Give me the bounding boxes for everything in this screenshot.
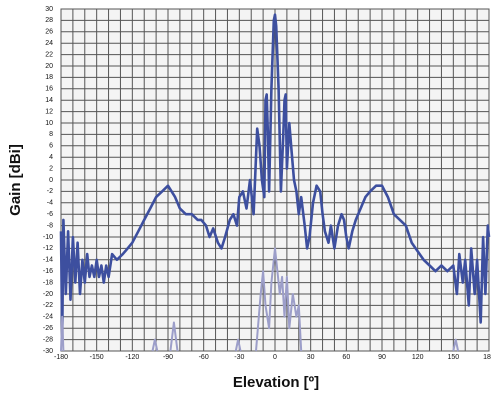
x-tick-label: -150 <box>90 354 104 361</box>
y-tick-label: 12 <box>45 108 53 115</box>
x-tick-label: 180 <box>483 354 491 361</box>
y-tick-label: -16 <box>43 268 53 275</box>
y-tick-label: 8 <box>49 131 53 138</box>
series-line <box>60 247 460 352</box>
y-tick-label: -2 <box>47 188 53 195</box>
y-tick-label: -14 <box>43 257 53 264</box>
y-tick-label: 4 <box>49 154 53 161</box>
series-line <box>59 13 491 341</box>
y-tick-label: -26 <box>43 325 53 332</box>
y-tick-label: 28 <box>45 17 53 24</box>
x-tick-label: -30 <box>234 354 244 361</box>
x-tick-label: 30 <box>307 354 315 361</box>
y-tick-label: 0 <box>49 177 53 184</box>
y-tick-label: 2 <box>49 165 53 172</box>
y-tick-label: -12 <box>43 245 53 252</box>
y-tick-label: -20 <box>43 291 53 298</box>
y-tick-label: -30 <box>43 348 53 355</box>
y-axis-title: Gain [dBi] <box>7 144 24 216</box>
y-tick-label: 6 <box>49 143 53 150</box>
x-tick-label: -180 <box>54 354 68 361</box>
y-tick-label: 18 <box>45 74 53 81</box>
y-tick-label: -10 <box>43 234 53 241</box>
y-tick-label: -22 <box>43 302 53 309</box>
y-tick-label: 10 <box>45 120 53 127</box>
y-tick-label: 22 <box>45 51 53 58</box>
x-tick-label: 90 <box>378 354 386 361</box>
x-tick-label: -120 <box>125 354 139 361</box>
y-tick-label: 24 <box>45 40 53 47</box>
y-tick-label: -24 <box>43 314 53 321</box>
y-tick-label: -8 <box>47 222 53 229</box>
x-tick-label: 0 <box>273 354 277 361</box>
x-tick-label: 120 <box>412 354 424 361</box>
y-tick-label: 20 <box>45 63 53 70</box>
x-tick-label: 60 <box>342 354 350 361</box>
x-axis-title: Elevation [º] <box>233 374 319 391</box>
y-tick-label: 16 <box>45 86 53 93</box>
y-tick-label: 14 <box>45 97 53 104</box>
y-tick-label: -6 <box>47 211 53 218</box>
x-tick-label: -60 <box>199 354 209 361</box>
x-tick-label: 150 <box>447 354 459 361</box>
y-tick-label: -18 <box>43 279 53 286</box>
y-tick-label: 30 <box>45 6 53 13</box>
x-tick-label: -90 <box>163 354 173 361</box>
y-tick-label: -28 <box>43 336 53 343</box>
y-tick-label: 26 <box>45 29 53 36</box>
y-tick-label: -4 <box>47 200 53 207</box>
